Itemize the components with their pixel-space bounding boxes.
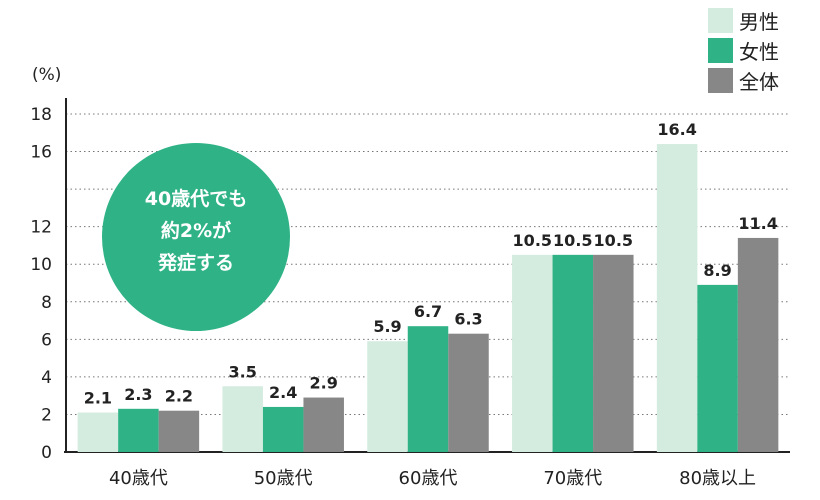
value-label: 2.2 (165, 387, 193, 406)
category-label: 40歳代 (109, 468, 168, 489)
value-label: 2.3 (124, 385, 152, 404)
legend-swatch (708, 8, 733, 33)
legend-label: 男性 (739, 10, 779, 34)
category-label: 80歳以上 (679, 468, 756, 489)
y-tick-label: 2 (41, 405, 52, 425)
bar (697, 284, 738, 452)
y-tick-label: 10 (30, 255, 52, 275)
bubble-text-line: 40歳代でも (145, 188, 247, 210)
bar (303, 397, 344, 452)
bar (448, 333, 489, 452)
bar (222, 386, 263, 452)
y-tick-label: 4 (41, 368, 52, 388)
y-tick-label: 6 (41, 330, 52, 350)
category-label: 60歳代 (399, 468, 458, 489)
legend-swatch (708, 38, 733, 63)
bar (593, 254, 634, 452)
bar (656, 144, 698, 453)
bar (512, 254, 553, 452)
y-tick-label: 12 (30, 218, 52, 238)
legend-label: 全体 (739, 70, 779, 94)
axes: 0 2 4 6 8 10 12 16 18 (%) 40歳代 50歳代 60歳代 70歳代 80歳以上 (30, 65, 790, 489)
bar (158, 410, 200, 452)
category-label: 50歳代 (254, 468, 313, 489)
legend-swatch (708, 68, 733, 93)
value-label: 6.3 (454, 310, 482, 329)
value-label: 2.4 (269, 383, 297, 402)
value-label: 10.5 (513, 231, 552, 250)
bubble-text-line: 約2%が (161, 219, 231, 242)
y-tick-label: 18 (30, 105, 52, 125)
y-unit-label: (%) (32, 65, 61, 85)
y-tick-label: 0 (41, 443, 52, 463)
bar (737, 237, 779, 452)
value-label: 3.5 (229, 362, 257, 381)
legend-label: 女性 (739, 40, 779, 64)
value-label: 10.5 (594, 231, 633, 250)
y-tick-label: 16 (30, 143, 52, 163)
value-labels: 2.1 2.3 2.23.52.4 2.95.96.7 6.310.5 10.5 10.51… (84, 120, 778, 408)
value-label: 11.4 (738, 214, 777, 233)
y-tick-label: 8 (41, 293, 52, 313)
bar (407, 326, 449, 452)
bar (262, 406, 304, 452)
value-label: 2.9 (310, 374, 338, 393)
bar (367, 341, 408, 452)
bars (77, 144, 779, 453)
bubble-text-line: 発症する (157, 251, 234, 274)
value-label: 16.4 (657, 120, 696, 139)
value-label: 5.9 (373, 317, 401, 336)
value-label: 6.7 (414, 302, 442, 321)
value-label: 2.1 (84, 389, 112, 408)
bar (552, 254, 594, 452)
bar (118, 408, 159, 452)
value-label: 10.5 (553, 231, 592, 250)
category-label: 70歳代 (543, 468, 602, 489)
bar (77, 412, 119, 452)
bubble-circle (102, 143, 290, 331)
value-label: 8.9 (703, 261, 731, 280)
